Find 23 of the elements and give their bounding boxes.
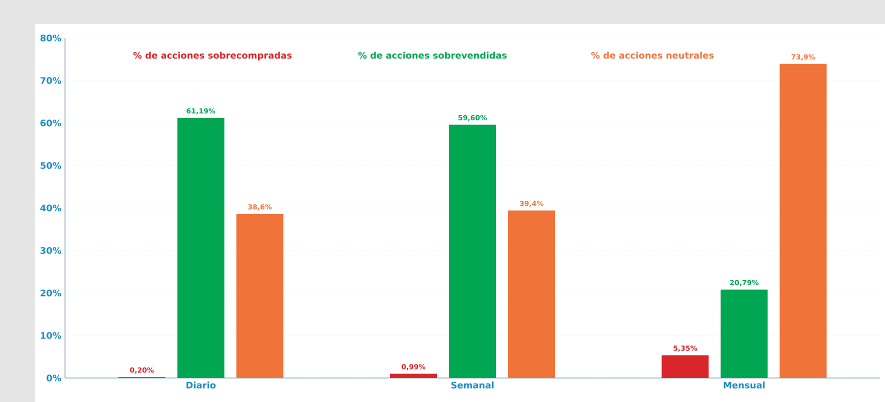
x-tick-label: Semanal (451, 382, 494, 388)
bar (780, 64, 827, 378)
text: % de acciones sobrecompradas (133, 52, 292, 60)
bar (720, 290, 768, 378)
y-tick-label: 40% (40, 204, 62, 212)
y-tick-label: 10% (40, 332, 62, 339)
bar (662, 355, 709, 378)
y-tick-label: 30% (40, 247, 62, 254)
text: % de acciones sobrevendidas (358, 52, 507, 59)
x-tick-label: Mensual (724, 382, 765, 388)
text: % de acciones neutrales (591, 52, 714, 59)
bar (508, 210, 556, 378)
y-tick-label: 60% (40, 120, 62, 126)
y-tick-label: 80% (40, 34, 62, 42)
y-tick-label: 0% (46, 374, 62, 382)
bar (236, 214, 284, 378)
bar (449, 124, 496, 378)
y-tick-label: 50% (40, 162, 62, 169)
bar (177, 118, 224, 378)
x-tick-label: Diario (186, 382, 216, 388)
y-tick-label: 20% (40, 290, 62, 296)
bar (390, 374, 438, 378)
y-tick-label: 70% (40, 77, 62, 84)
